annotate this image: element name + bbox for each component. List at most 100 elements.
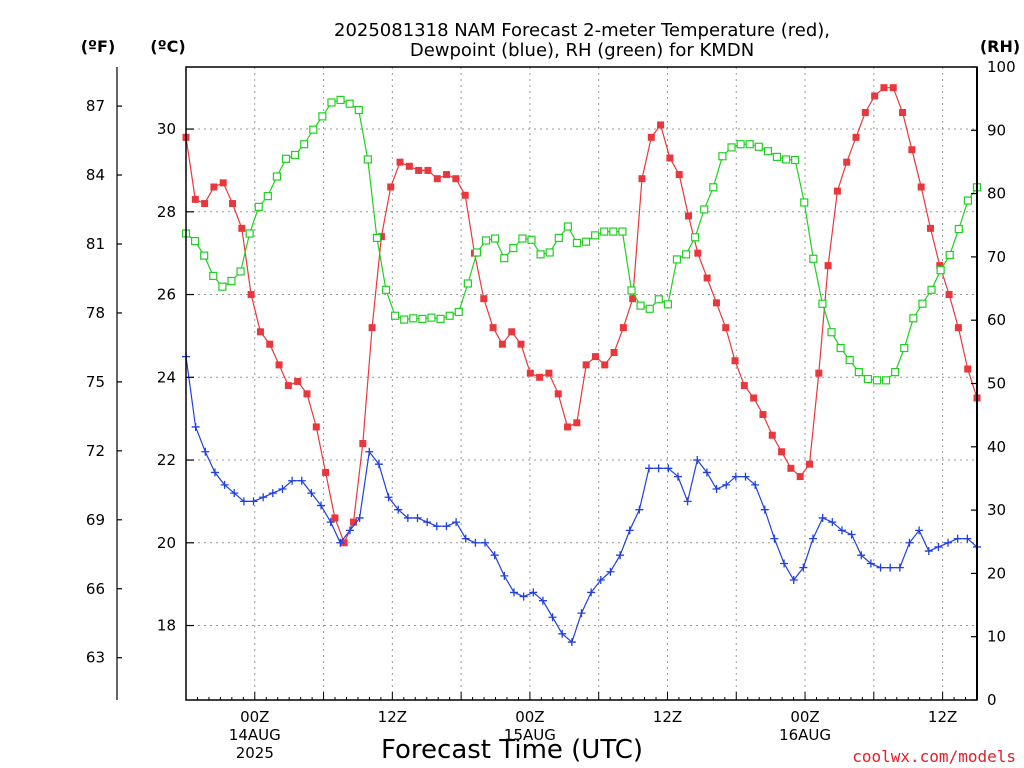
temperature-point — [554, 390, 562, 398]
rh-point — [736, 140, 745, 149]
temperature-point — [545, 369, 553, 377]
dewpoint-point — [548, 613, 557, 622]
temperature-point — [833, 187, 841, 195]
plot-frame — [185, 66, 978, 701]
rh-point — [863, 374, 872, 384]
temperature-point — [936, 262, 944, 270]
celsius-tick-label: 26 — [157, 286, 176, 304]
dewpoint-point — [191, 422, 200, 431]
temperature-point — [629, 295, 637, 303]
celsius-tick-label: 20 — [157, 534, 176, 552]
rh-point — [372, 233, 382, 243]
temperature-point — [480, 295, 488, 303]
temperature-point — [387, 183, 395, 191]
temperature-point — [796, 473, 804, 481]
rh-point — [400, 315, 409, 324]
celsius-tick-label: 22 — [157, 451, 176, 469]
dewpoint-point — [760, 505, 769, 514]
temperature-point — [275, 361, 283, 369]
temperature-point — [712, 299, 720, 307]
chart-title-line1: 2025081318 NAM Forecast 2-meter Temperat… — [334, 20, 830, 41]
celsius-unit-label: (ºC) — [150, 37, 185, 56]
dewpoint-point — [432, 522, 441, 531]
temperature-point — [964, 365, 972, 373]
rh-point — [781, 155, 791, 164]
dewpoint-point — [577, 609, 586, 618]
rh-point — [209, 271, 218, 280]
rh-point — [409, 314, 418, 323]
dewpoint-point — [596, 576, 605, 585]
fahrenheit-tick-label: 78 — [86, 304, 105, 322]
temperature-point — [843, 158, 851, 166]
dewpoint-point — [625, 526, 634, 535]
dewpoint-point — [268, 489, 277, 498]
temperature-point — [294, 377, 302, 385]
dewpoint-point — [355, 513, 364, 522]
dewpoint-point — [780, 559, 789, 568]
rh-point — [727, 143, 736, 152]
celsius-tick-label: 18 — [157, 617, 176, 635]
dewpoint-point — [616, 551, 625, 560]
rh-point — [500, 254, 509, 263]
rh-point — [345, 99, 354, 108]
temperature-point — [303, 390, 311, 398]
rh-point — [581, 237, 591, 246]
rh-tick-label: 0 — [987, 691, 997, 709]
rh-tick-label: 30 — [987, 501, 1006, 519]
temperature-point — [926, 224, 934, 232]
temperature-point — [256, 328, 264, 336]
rh-point — [700, 205, 709, 214]
temperature-point — [508, 328, 516, 336]
temperature-point — [359, 439, 367, 447]
temperature-point — [564, 423, 572, 431]
temperature-point — [610, 348, 618, 356]
dewpoint-point — [452, 518, 461, 527]
temperature-point — [750, 394, 758, 402]
rh-point — [472, 248, 482, 257]
temperature-point — [396, 158, 404, 166]
temperature-point — [229, 200, 237, 208]
dewpoint-point — [509, 588, 518, 597]
x-tick-label: 12Z — [928, 708, 957, 726]
rh-point — [854, 368, 863, 377]
dewpoint-point — [278, 485, 287, 493]
temperature-point — [666, 154, 674, 162]
dewpoint-point — [345, 526, 354, 535]
rh-point — [190, 236, 200, 246]
temperature-point — [536, 373, 544, 381]
rh-point — [363, 155, 372, 164]
rh-point — [418, 314, 427, 324]
temperature-point — [722, 324, 730, 332]
dewpoint-point — [654, 464, 663, 473]
temperature-point — [284, 382, 292, 390]
celsius-tick-label: 30 — [157, 120, 176, 138]
rh-point — [454, 307, 463, 317]
temperature-point — [368, 324, 376, 332]
temperature-point — [461, 191, 469, 199]
rh-point — [636, 301, 645, 310]
rh-point — [963, 196, 973, 205]
temperature-point — [377, 233, 385, 241]
dewpoint-point — [664, 464, 673, 473]
temperature-point — [647, 133, 655, 141]
x-tick-date-label: 14AUG — [229, 726, 281, 744]
rh-point — [936, 266, 945, 275]
temperature-point — [899, 109, 907, 117]
dewpoint-point — [857, 551, 866, 560]
dewpoint-point — [201, 447, 210, 456]
rh-point — [336, 95, 345, 105]
rh-tick-label: 100 — [987, 58, 1016, 76]
temperature-point — [322, 468, 330, 476]
dewpoint-point — [837, 526, 846, 535]
dewpoint-point — [944, 538, 953, 547]
temperature-point — [219, 179, 227, 187]
rh-point — [236, 267, 245, 276]
temperature-point — [619, 324, 627, 332]
rh-point — [627, 286, 636, 295]
dewpoint-point — [635, 505, 644, 514]
celsius-tick-label: 28 — [157, 203, 176, 221]
dewpoint-point — [423, 518, 432, 527]
rh-tick-label: 80 — [987, 185, 1006, 203]
rh-point — [309, 125, 318, 134]
rh-point — [645, 304, 654, 313]
